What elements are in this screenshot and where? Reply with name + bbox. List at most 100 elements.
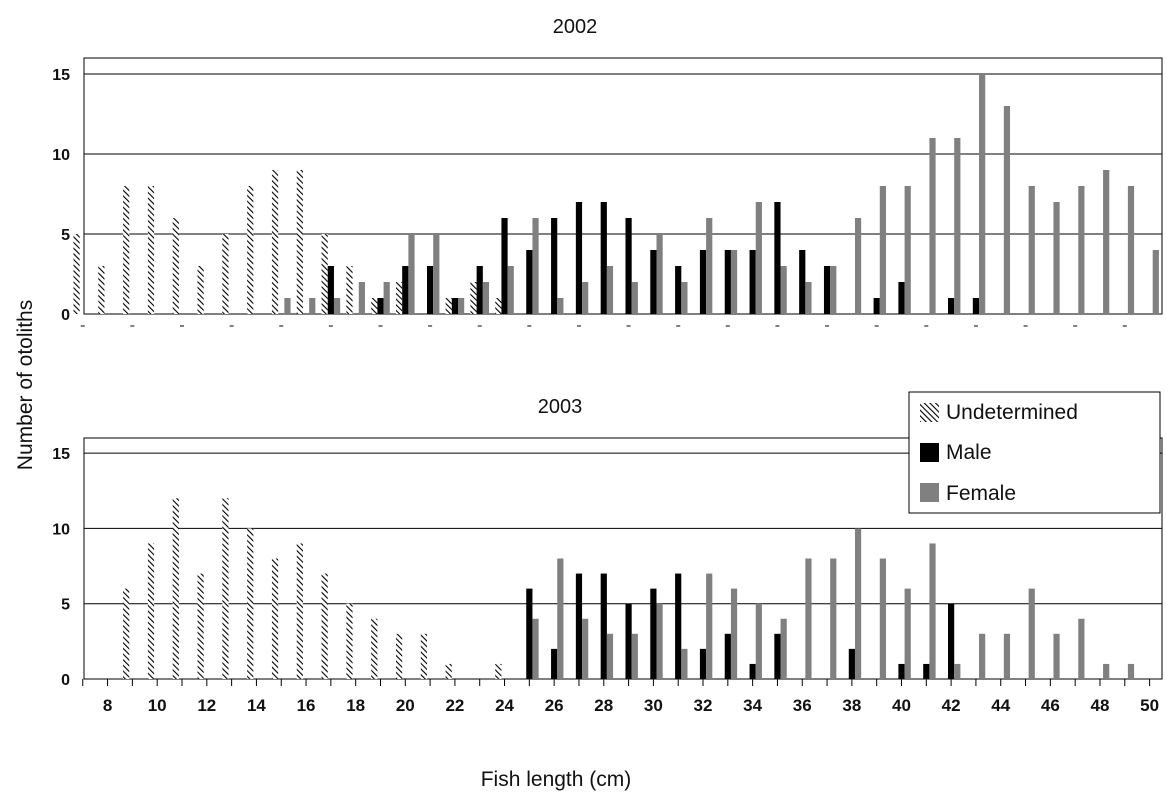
bar-undetermined-13 <box>222 234 229 314</box>
bar-female-43 <box>979 633 986 679</box>
x-tick-label: 36 <box>793 696 812 715</box>
bar-female-34 <box>755 202 762 314</box>
bar-male-29 <box>625 603 632 679</box>
bar-female-50 <box>1152 250 1159 314</box>
x-tick-label: 30 <box>644 696 663 715</box>
bar-male-24 <box>501 218 508 314</box>
bar-undetermined-24 <box>495 663 502 679</box>
bar-undetermined-16 <box>296 170 303 314</box>
bar-female-17 <box>333 298 341 314</box>
y-tick-label: 5 <box>61 227 70 244</box>
bar-female-33 <box>730 250 738 314</box>
bar-undetermined-20 <box>395 282 403 314</box>
x-tick-label: 38 <box>842 696 861 715</box>
bar-female-44 <box>1003 633 1011 679</box>
bar-undetermined-24 <box>495 298 502 314</box>
bar-undetermined-11 <box>172 498 179 679</box>
x-tick-label: 22 <box>445 696 464 715</box>
x-tick-label: 26 <box>545 696 564 715</box>
bar-female-46 <box>1053 202 1060 314</box>
bar-undetermined-20 <box>395 633 403 679</box>
x-tick-label: 44 <box>991 696 1010 715</box>
bar-male-39 <box>873 298 880 314</box>
bar-female-26 <box>557 558 564 679</box>
bar-male-34 <box>749 663 756 679</box>
bar-undetermined-23 <box>470 282 477 314</box>
y-axis-label: Number of otoliths <box>14 300 37 470</box>
bar-male-33 <box>724 250 731 314</box>
plot-area <box>83 57 1163 315</box>
bar-undetermined-11 <box>172 218 179 314</box>
bar-male-26 <box>551 648 558 679</box>
bar-male-35 <box>774 202 781 314</box>
bar-female-45 <box>1028 186 1035 314</box>
legend-swatch-male <box>920 443 939 462</box>
x-tick-label: 50 <box>1140 696 1159 715</box>
bar-female-31 <box>681 282 688 314</box>
x-tick-label: 12 <box>197 696 216 715</box>
x-tick-label: 48 <box>1091 696 1110 715</box>
bar-female-43 <box>979 74 986 314</box>
bar-female-26 <box>557 298 564 314</box>
bar-male-40 <box>898 663 905 679</box>
bar-undetermined-22 <box>445 663 452 679</box>
legend-swatch-undetermined <box>920 403 939 422</box>
bar-male-22 <box>451 298 459 314</box>
bar-female-28 <box>606 633 614 679</box>
bar-male-38 <box>848 648 855 679</box>
bar-female-46 <box>1053 633 1060 679</box>
bar-female-18 <box>358 282 365 314</box>
bar-male-32 <box>699 250 707 314</box>
y-tick-label: 5 <box>61 597 70 614</box>
bar-undetermined-14 <box>247 528 254 679</box>
y-tick-label: 0 <box>61 307 70 324</box>
bar-female-32 <box>706 573 713 679</box>
x-tick-label: 14 <box>247 696 266 715</box>
bar-female-36 <box>805 282 812 314</box>
bar-undetermined-19 <box>371 618 378 679</box>
bar-female-21 <box>433 234 440 314</box>
bar-female-48 <box>1103 663 1110 679</box>
bar-undetermined-10 <box>147 186 155 314</box>
bar-female-30 <box>656 234 663 314</box>
y-tick-label: 15 <box>52 67 70 84</box>
x-tick-label: 18 <box>346 696 365 715</box>
legend-label-undetermined: Undetermined <box>946 401 1078 424</box>
bar-male-28 <box>600 202 607 314</box>
x-tick-label: 42 <box>942 696 961 715</box>
y-tick-label: 0 <box>61 672 70 689</box>
bar-female-35 <box>780 266 787 314</box>
legend-box <box>908 391 1161 514</box>
bar-female-40 <box>904 186 911 314</box>
bar-male-33 <box>724 633 731 679</box>
bar-undetermined-7 <box>73 234 80 314</box>
bar-female-47 <box>1078 186 1085 314</box>
y-tick-label: 15 <box>52 446 70 463</box>
bar-undetermined-17 <box>321 234 328 314</box>
bar-undetermined-9 <box>123 588 130 679</box>
x-tick-label: 10 <box>148 696 167 715</box>
bar-male-27 <box>575 202 583 314</box>
x-tick-label: 16 <box>297 696 316 715</box>
bar-undetermined-19 <box>371 298 378 314</box>
bar-male-21 <box>427 266 434 314</box>
bar-male-27 <box>575 573 583 679</box>
bar-male-30 <box>650 250 657 314</box>
legend-label-male: Male <box>946 441 992 464</box>
bar-undetermined-18 <box>346 266 353 314</box>
x-axis-label: Fish length (cm) <box>481 768 632 791</box>
bar-female-41 <box>929 543 936 679</box>
bar-female-47 <box>1078 618 1085 679</box>
bar-undetermined-10 <box>147 543 155 679</box>
x-axis-ticks: 8 10 12 14 16 18 20 22 24 26 28 30 32 34 36 38 40 42 44 46 4… <box>82 679 1159 715</box>
bar-male-34 <box>749 250 756 314</box>
bar-male-25 <box>526 588 533 679</box>
bar-female-27 <box>582 282 589 314</box>
panel-title-2003: 2003 <box>538 396 583 418</box>
bar-female-27 <box>582 618 589 679</box>
legend-swatch-female <box>920 483 939 502</box>
bar-female-35 <box>780 618 787 679</box>
bar-female-49 <box>1127 186 1135 314</box>
bar-undetermined-9 <box>123 186 130 314</box>
bar-male-40 <box>898 282 905 314</box>
